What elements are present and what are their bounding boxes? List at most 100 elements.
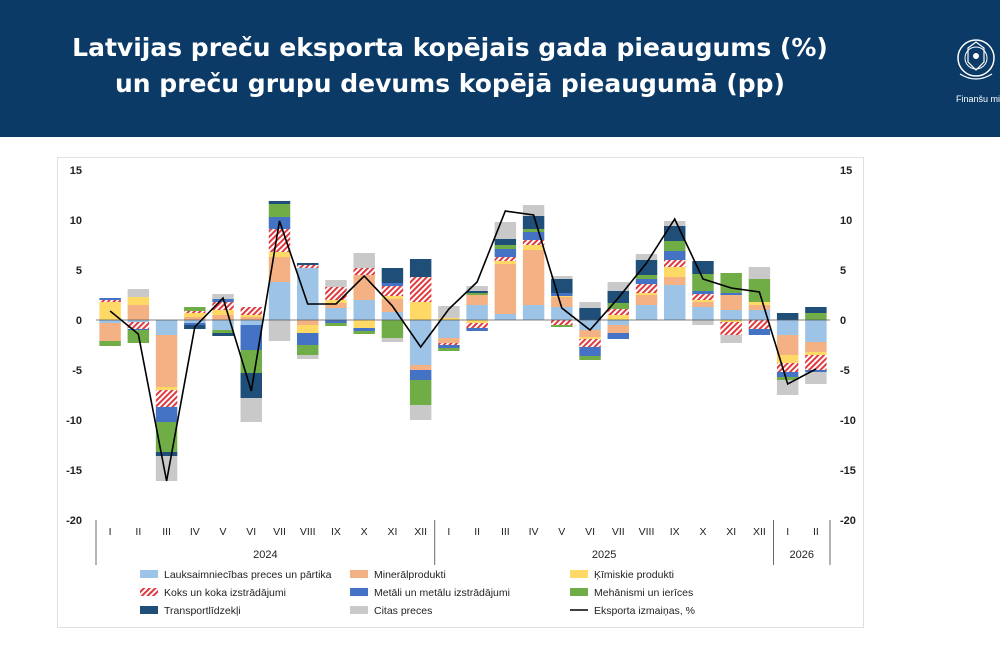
y-tick-label-left: 10	[70, 215, 82, 227]
bar-segment-agri	[438, 320, 460, 338]
bar-segment-mineral	[551, 297, 573, 307]
x-tick-label: XII	[753, 526, 766, 538]
bar-segment-agri	[353, 300, 375, 320]
legend-label: Koks un koka izstrādājumi	[164, 587, 286, 599]
bar-segment-other	[805, 372, 827, 384]
bar-segment-agri	[607, 320, 629, 325]
y-tick-label-right: -20	[840, 515, 856, 527]
bar-segment-mineral	[579, 330, 601, 337]
bar-segment-other	[268, 320, 291, 341]
year-label: 2024	[253, 549, 277, 561]
legend-label: Ķīmiskie produkti	[594, 569, 674, 581]
bar-segment-transport	[297, 263, 319, 265]
y-tick-label-right: 0	[840, 315, 846, 327]
y-tick-label-right: 10	[840, 215, 852, 227]
bar-segment-metal	[409, 370, 432, 380]
x-tick-label: X	[361, 526, 368, 538]
bar-segment-chem	[720, 320, 742, 322]
bar-segment-other	[297, 355, 319, 359]
bar-segment-wood	[805, 355, 827, 370]
bar-segment-chem	[522, 245, 545, 250]
bar-segment-metal	[664, 251, 686, 260]
bar-segment-agri	[381, 312, 404, 320]
bar-segment-agri	[692, 307, 714, 320]
bar-segment-mineral	[212, 315, 234, 320]
bar-segment-other	[212, 294, 234, 299]
bar-segment-agri	[551, 307, 573, 320]
bar-segment-wood	[240, 307, 262, 315]
x-tick-label: I	[786, 526, 789, 538]
bar-segment-wood	[409, 277, 432, 302]
bar-segment-chem	[551, 296, 573, 297]
bar-segment-chem	[466, 320, 488, 323]
bar-segment-mech	[297, 345, 319, 355]
bar-segment-metal	[607, 333, 629, 339]
x-tick-label: VIII	[300, 526, 316, 538]
y-tick-label-right: -15	[840, 465, 856, 477]
x-tick-label: IX	[670, 526, 680, 538]
y-tick-label-right: -10	[840, 415, 856, 427]
bar-segment-mech	[353, 331, 375, 334]
bar-segment-other	[692, 320, 714, 325]
y-tick-label-left: -5	[72, 365, 82, 377]
bar-segment-mineral	[297, 320, 319, 325]
bar-segment-wood	[664, 260, 686, 267]
bar-segment-chem	[805, 352, 827, 355]
bar-segment-mech	[607, 303, 629, 309]
bar-segment-wood	[776, 363, 799, 372]
bar-segment-agri	[99, 320, 121, 323]
bar-segment-agri	[635, 305, 658, 320]
bar-segment-agri	[776, 320, 799, 335]
bar-segment-chem	[579, 337, 601, 339]
y-tick-label-left: 15	[70, 165, 82, 177]
y-tick-label-left: 0	[76, 315, 82, 327]
bar-segment-wood	[720, 322, 742, 335]
bar-segment-mech	[466, 293, 488, 295]
bar-segment-chem	[127, 297, 150, 305]
bar-segment-agri	[155, 320, 178, 335]
bar-segment-mineral	[240, 317, 262, 320]
bar-segment-chem	[607, 315, 629, 320]
bar-segment-agri	[494, 314, 517, 320]
bar-segment-mech	[325, 323, 347, 326]
bar-segment-wood	[268, 229, 291, 252]
bar-segment-metal	[240, 325, 262, 350]
bar-segment-other	[720, 335, 742, 343]
title-line-2: un preču grupu devums kopējā pieaugumā (…	[115, 69, 785, 98]
bar-segment-metal	[99, 298, 121, 300]
x-tick-label: VI	[246, 526, 256, 538]
bar-segment-other	[353, 253, 375, 268]
bar-segment-chem	[353, 320, 375, 328]
bar-segment-chem	[635, 293, 658, 295]
bar-segment-chem	[297, 325, 319, 333]
bar-segment-other	[240, 398, 262, 422]
bar-segment-wood	[579, 339, 601, 347]
bar-segment-mineral	[664, 277, 686, 285]
bar-segment-metal	[438, 345, 460, 348]
bar-segment-chem	[748, 302, 771, 305]
bar-segment-metal	[155, 407, 178, 422]
x-tick-label: VI	[585, 526, 595, 538]
bar-segment-transport	[466, 291, 488, 293]
bar-segment-agri	[240, 320, 262, 325]
bar-segment-agri	[664, 285, 686, 320]
bar-segment-metal	[551, 293, 573, 296]
bar-segment-mech	[155, 422, 178, 452]
bar-segment-wood	[99, 300, 121, 302]
x-tick-label: XI	[726, 526, 736, 538]
bar-segment-transport	[635, 260, 658, 275]
bar-segment-wood	[438, 343, 460, 345]
legend-swatch-other	[350, 606, 368, 614]
bar-segment-metal	[127, 329, 150, 330]
x-tick-label: X	[699, 526, 706, 538]
bar-segment-transport	[805, 307, 827, 313]
bar-segment-transport	[212, 333, 234, 336]
bar-segment-chem	[692, 300, 714, 302]
bar-segment-metal	[776, 372, 799, 377]
bar-segment-chem	[664, 267, 686, 277]
bar-segment-chem	[212, 310, 234, 315]
bar-segment-metal	[720, 293, 742, 295]
bar-segment-other	[381, 338, 404, 342]
bar-segment-mineral	[466, 295, 488, 305]
bar-segment-transport	[268, 201, 291, 204]
